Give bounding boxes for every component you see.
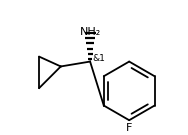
Text: &1: &1 [92,54,105,63]
Text: NH₂: NH₂ [80,27,101,37]
Text: F: F [126,123,132,133]
